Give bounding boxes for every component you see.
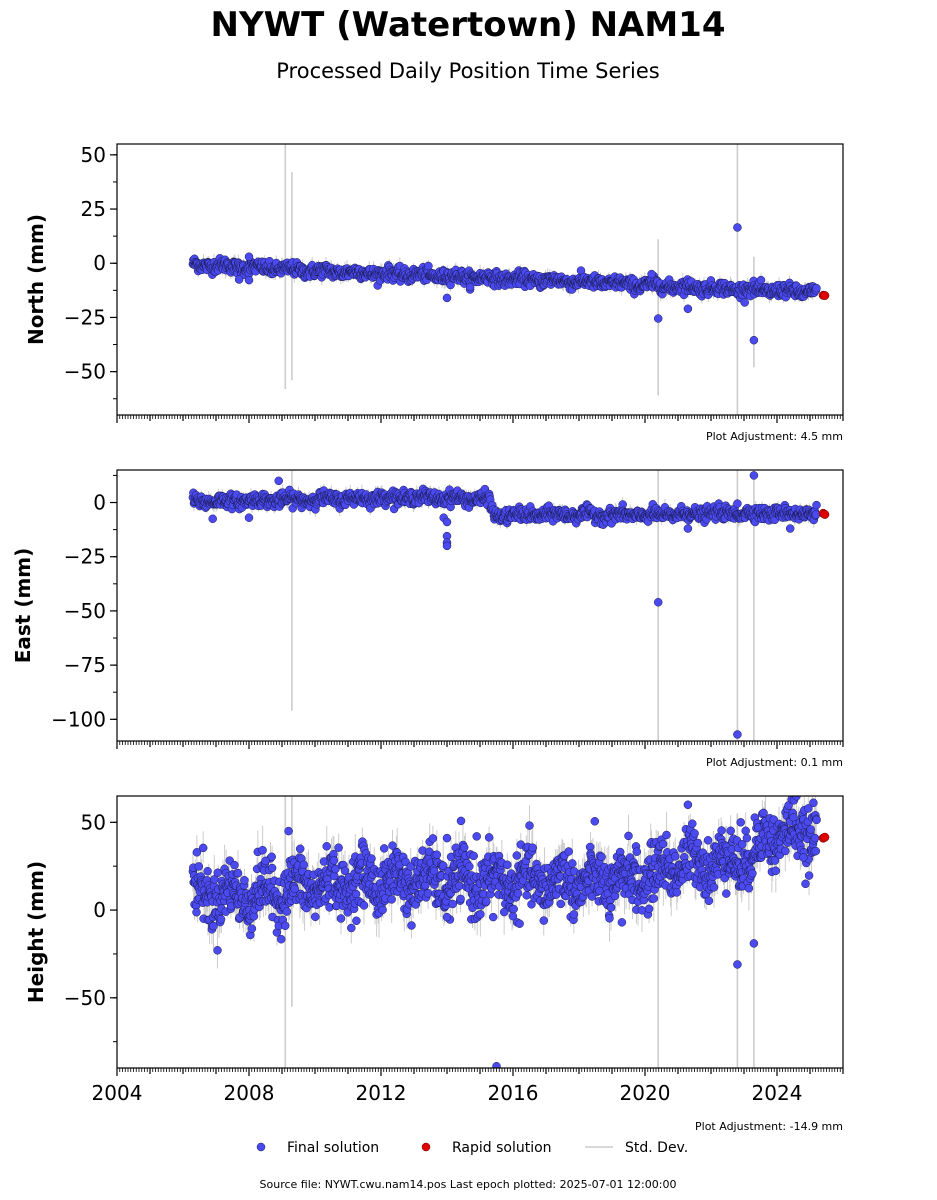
y-tick-label: 0 — [93, 491, 106, 515]
y-tick-label: −25 — [64, 305, 106, 329]
y-tick-label: −100 — [51, 707, 106, 731]
y-tick-label: −75 — [64, 653, 106, 677]
final-solution-point — [194, 862, 204, 871]
final-solution-outlier — [683, 304, 693, 314]
final-solution-outlier — [442, 293, 452, 303]
panel-east: 0 −25 −50 −75 −100 East (mm) Plot Adjustment: … — [11, 469, 844, 769]
y-tick-label: 0 — [93, 251, 106, 275]
final-solution-point — [740, 298, 749, 307]
final-solution-point — [756, 275, 766, 285]
figure-subtitle: Processed Daily Position Time Series — [276, 59, 660, 83]
final-solution-outlier — [244, 275, 254, 285]
final-solution-outlier — [733, 730, 742, 739]
final-solution-outlier — [653, 314, 663, 323]
final-solution-outlier — [274, 476, 283, 486]
final-solution-outlier — [749, 471, 759, 480]
final-solution-outlier — [234, 275, 244, 284]
plot-adjustment-note: Plot Adjustment: 0.1 mm — [706, 756, 843, 769]
final-solution-point — [192, 848, 202, 857]
final-solution-point — [192, 907, 201, 917]
final-solution-point — [203, 866, 212, 876]
y-tick-label: −25 — [64, 545, 106, 569]
final-solution-outlier — [733, 499, 742, 508]
rapid-solution-point — [820, 291, 830, 300]
final-solution-outlier — [749, 335, 759, 345]
y-axis-label: East (mm) — [11, 548, 35, 664]
final-solution-outlier — [785, 524, 795, 533]
final-solution-outlier — [244, 252, 254, 261]
figure-title: NYWT (Watertown) NAM14 — [211, 5, 726, 45]
y-tick-label: 25 — [81, 197, 106, 221]
final-solution-outlier — [465, 282, 475, 292]
y-tick-label: −50 — [64, 599, 106, 623]
plot-area-east — [188, 470, 830, 741]
panel-north: 50 25 0 −25 −50 North (mm) Plot Adjustment: 4.… — [24, 143, 844, 443]
y-tick-label: −50 — [64, 360, 106, 384]
rapid-solution-point — [820, 509, 830, 519]
final-solution-outlier — [683, 524, 693, 533]
final-solution-point — [811, 510, 821, 519]
plot-area-north — [188, 144, 830, 415]
panels-group: 50 25 0 −25 −50 North (mm) Plot Adjustment: 4.… — [11, 143, 844, 1133]
final-solution-outlier — [733, 223, 742, 232]
final-solution-point — [812, 283, 821, 293]
final-solution-point — [812, 500, 821, 510]
plot-adjustment-note: Plot Adjustment: 4.5 mm — [706, 430, 843, 443]
plot-area-height — [188, 796, 830, 1068]
final-solution-point — [198, 843, 208, 853]
final-solution-outlier — [208, 514, 217, 524]
final-solution-outlier — [653, 597, 663, 607]
final-solution-outlier — [442, 541, 452, 551]
y-tick-label: 50 — [81, 143, 106, 167]
y-axis-label: North (mm) — [24, 214, 48, 345]
final-solution-outlier — [442, 517, 452, 527]
final-solution-outlier — [647, 269, 656, 279]
final-solution-outlier — [244, 513, 254, 522]
